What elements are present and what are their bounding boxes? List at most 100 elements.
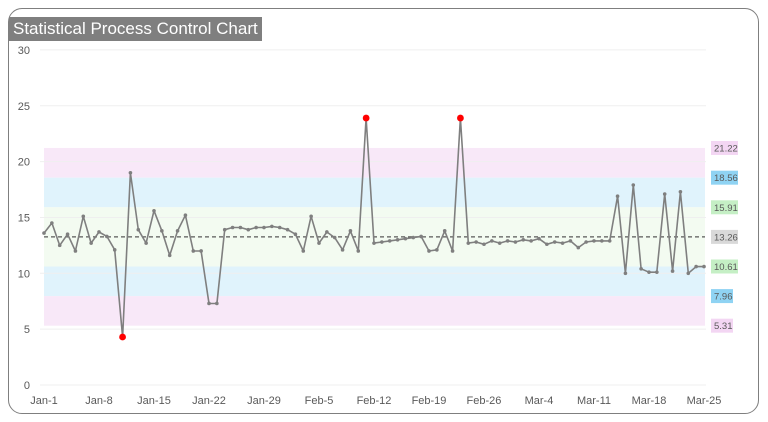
data-point [277,225,282,230]
sigma-band [44,147,705,178]
data-point [136,227,141,232]
data-point [568,239,573,243]
out-of-control-point [362,114,370,122]
data-point [183,213,188,218]
limit-label: 18.56 [714,173,738,184]
data-point [490,239,494,243]
y-tick-label: 20 [18,157,30,169]
limit-label: 13.26 [714,232,738,243]
data-point [50,221,54,225]
data-point [694,264,698,269]
data-point [112,248,117,252]
y-tick-label: 5 [24,324,30,336]
data-point [356,249,361,253]
data-point [623,271,628,276]
x-tick-label: Mar-25 [687,395,722,407]
data-point [160,229,164,233]
data-point [670,269,675,273]
data-point [207,301,211,306]
y-tick-label: 10 [18,268,30,280]
chart-title: Statistical Process Control Chart [9,17,262,41]
y-tick-label: 30 [18,45,30,57]
data-point [325,230,329,234]
data-point [222,227,227,232]
data-point [545,242,549,247]
limit-labels: 21.22 18.56 15.91 13.26 10.61 7.96 5.31 [711,140,738,333]
data-point [89,241,93,245]
y-axis-ticks: 0 5 10 15 20 25 30 [18,45,30,392]
limit-label: 15.91 [714,203,738,214]
data-point [560,241,565,245]
x-tick-label: Mar-11 [577,395,611,407]
x-tick-label: Jan-22 [192,395,226,407]
data-point [592,239,596,243]
x-tick-label: Jan-29 [247,395,281,407]
limit-label-bg [711,289,733,304]
data-series [42,114,706,341]
data-point [435,248,439,252]
data-point [42,231,46,235]
data-point [686,271,691,276]
data-point [702,264,706,269]
data-point [655,270,659,274]
data-point [615,194,620,199]
data-point [497,241,502,245]
data-point [537,236,541,241]
x-tick-label: Feb-26 [467,395,502,407]
data-point [584,240,588,244]
data-point [411,235,416,240]
data-point [419,234,423,239]
x-tick-label: Jan-8 [85,395,113,407]
data-point [450,249,455,253]
x-axis-ticks: Jan-1 Jan-8 Jan-15 Jan-22 Jan-29 Feb-5 Feb-12 F… [30,395,721,407]
data-point [270,224,274,229]
limit-label: 10.61 [714,262,738,273]
out-of-control-point [457,114,464,122]
data-point [73,249,78,253]
limit-label-bg [711,170,738,185]
gridlines [40,49,706,386]
x-tick-label: Feb-5 [305,395,334,407]
data-point [285,227,290,232]
data-point [607,239,612,243]
limit-label: 5.31 [714,321,733,332]
data-point [97,230,101,234]
data-point [482,242,486,247]
data-point [576,245,581,250]
data-point [631,183,636,187]
data-point [230,225,235,230]
x-tick-label: Feb-19 [412,395,447,407]
y-tick-label: 0 [24,380,30,392]
data-point [191,249,196,253]
x-tick-label: Feb-12 [357,395,392,407]
sigma-band [44,296,705,326]
data-point [521,237,526,242]
data-point [152,208,156,213]
data-point [639,267,643,271]
y-tick-label: 15 [18,212,30,224]
limit-label-bg [711,229,738,244]
limit-label-bg [711,200,738,215]
sigma-band [44,177,705,208]
data-point [403,236,408,241]
data-point [647,270,651,274]
data-point [167,253,172,258]
limit-label-bg [711,259,738,274]
data-point [105,234,109,239]
data-point [662,192,667,196]
data-point [175,229,180,233]
limit-label-bg [711,140,738,155]
data-point [442,229,447,233]
x-tick-label: Jan-1 [30,395,58,407]
data-point [199,249,203,253]
data-point [246,227,251,232]
data-point [552,240,557,244]
x-tick-label: Jan-15 [137,395,171,407]
data-point [215,301,219,306]
data-point [387,239,392,243]
data-point [128,170,133,175]
sigma-band [44,266,705,297]
data-point [293,232,298,237]
limit-label-bg [711,318,733,333]
